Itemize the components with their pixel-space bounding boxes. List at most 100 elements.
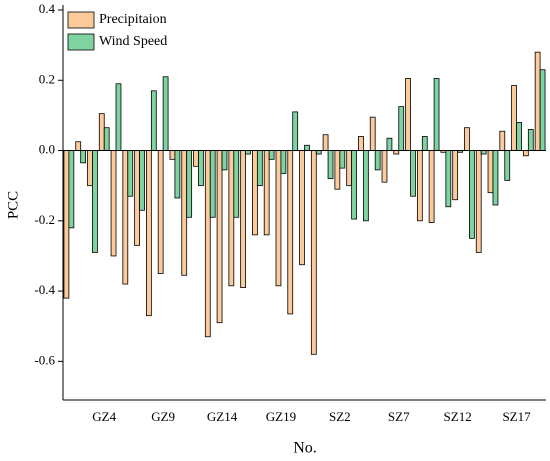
bar [115,83,122,151]
bar [504,150,511,181]
bar [527,129,534,151]
bar [487,150,494,194]
bar [169,150,176,160]
bar [315,150,322,155]
bar [75,141,82,151]
y-tick-label: -0.2 [34,212,55,227]
bar [92,150,98,253]
bar [445,150,452,208]
bar [240,150,246,288]
bar [363,150,369,222]
bar [492,150,499,206]
legend-swatch [67,11,95,29]
legend-swatch [67,33,95,51]
y-tick-label: 0.2 [39,71,55,86]
bar [181,150,188,276]
bar [475,150,482,253]
bar [146,150,152,317]
y-tick-label: 0.4 [39,1,56,16]
bar [174,150,181,199]
bar [127,150,134,197]
bar [80,150,87,164]
x-tick-label: SZ7 [388,409,410,424]
bar [452,150,459,201]
x-tick-label: GZ14 [207,409,238,424]
x-tick-label: SZ12 [444,409,472,424]
bar [369,116,376,151]
bar [216,150,223,324]
bar [346,150,353,187]
bar [221,150,228,171]
bar [198,150,204,187]
bar [534,51,541,151]
bar [209,150,216,218]
y-tick-label: -0.6 [34,352,55,367]
bar [327,150,334,180]
bar [280,150,287,174]
bar [87,150,93,187]
bar [469,150,475,239]
bar [98,113,105,151]
bar [268,150,275,160]
bar [351,150,357,220]
bar [480,150,487,155]
legend-label: Precipitaion [99,12,167,27]
bar [122,150,129,285]
bar [421,136,428,151]
bar [103,127,110,151]
bar [233,150,240,218]
y-tick-label: -0.4 [34,282,55,297]
bar [386,137,393,151]
bar [522,150,529,157]
bar [110,150,117,257]
bar [193,150,199,167]
bar [339,150,346,169]
bar [334,150,341,190]
x-tick-label: GZ4 [92,409,116,424]
bar [292,111,299,151]
bar [252,150,258,236]
bar [134,150,140,246]
bar [228,150,235,287]
bar [539,69,546,151]
bar [322,134,329,151]
bar [287,150,294,315]
x-tick-label: SZ17 [502,409,531,424]
x-tick-label: SZ2 [329,409,351,424]
bar [245,150,251,155]
bar [393,150,400,155]
bar [150,90,157,151]
bar [464,127,470,151]
bar [68,150,75,229]
bar [374,150,381,171]
bar [275,150,282,287]
bar [157,150,164,274]
bar [428,150,435,223]
bar [299,150,305,266]
bar [263,150,270,236]
bar [186,150,193,218]
bar [256,150,263,187]
y-tick-label: 0.0 [39,142,55,157]
bar [499,130,506,151]
bar [433,78,440,151]
x-tick-label: GZ19 [266,409,296,424]
bar [162,76,169,151]
bar [63,150,70,299]
bar [410,150,416,197]
bar [405,78,411,151]
bar [511,85,517,151]
bar [139,150,145,211]
bar [398,106,405,151]
bar [310,150,317,355]
bar [204,150,211,338]
x-tick-label: GZ9 [151,409,175,424]
bar [416,150,423,222]
y-axis-title: PCC [5,191,21,219]
bar [516,122,522,151]
bar [358,136,364,151]
bar [304,144,310,151]
x-axis-title: No. [293,440,317,457]
